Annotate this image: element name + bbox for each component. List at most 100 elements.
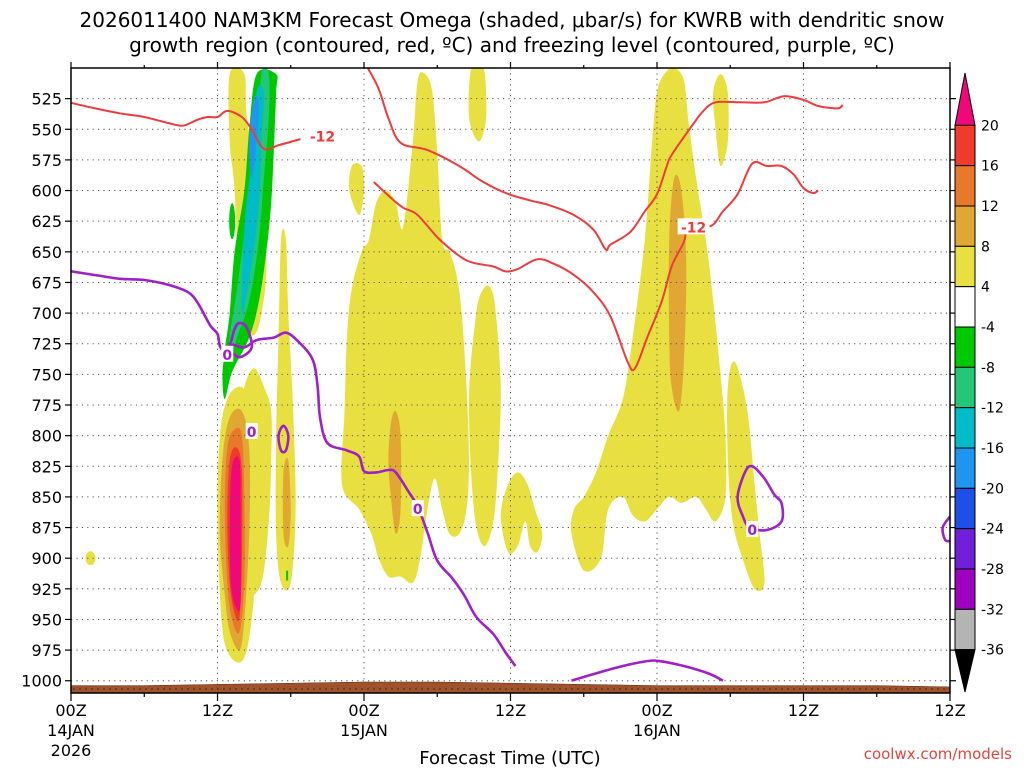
omega-area-10 — [229, 456, 242, 612]
colorbar-swatch-7 — [954, 366, 976, 409]
ground-stipple — [841, 688, 843, 690]
ground-stipple — [511, 688, 513, 690]
x-tick-label-4: 00Z — [641, 701, 672, 720]
x-tick-year-0: 2026 — [51, 741, 92, 760]
ground-stipple — [745, 688, 747, 690]
ground-stipple — [853, 688, 855, 690]
ground-stipple — [493, 688, 495, 690]
ground-stipple — [193, 688, 195, 690]
grid — [71, 68, 950, 693]
ground-stipple — [97, 688, 99, 690]
y-tick-label-525: 525 — [31, 90, 62, 109]
y-tick-label-625: 625 — [31, 212, 62, 231]
ground-stipple — [643, 688, 645, 690]
contour-freezing_edge — [941, 515, 950, 543]
colorbar-tick-7: -12 — [981, 401, 1004, 417]
ground-stipple — [145, 688, 147, 690]
contour-label-3: 0 — [247, 425, 257, 441]
ground-stipple — [253, 688, 255, 690]
colorbar-tick-10: -24 — [981, 522, 1004, 538]
ground-stipple — [211, 688, 213, 690]
plot-frame — [70, 67, 951, 694]
ground-stipple — [343, 688, 345, 690]
y-tick-label-700: 700 — [31, 304, 62, 323]
colorbar-swatch-1 — [954, 124, 976, 167]
ground-stipple — [433, 688, 435, 690]
y-tick-label-800: 800 — [31, 427, 62, 446]
y-tick-label-850: 850 — [31, 488, 62, 507]
ground-stipple — [73, 688, 75, 690]
chart-title-line1: 2026011400 NAM3KM Forecast Omega (shaded… — [80, 8, 945, 32]
ground-stipple — [217, 688, 219, 690]
colorbar-tick-6: -8 — [981, 360, 995, 376]
x-tick-date-0: 14JAN — [47, 721, 95, 740]
ground-stipple — [331, 688, 333, 690]
ground-stipple — [355, 688, 357, 690]
ground-stipple — [847, 688, 849, 690]
ground-stipple — [661, 688, 663, 690]
contour-label-4: 0 — [413, 502, 423, 518]
contour-labels: -12 -12 0 0 0 0 — [221, 127, 759, 539]
contour-label-bg-5 — [746, 521, 759, 538]
y-tick-label-750: 750 — [31, 365, 62, 384]
ground-stipple — [763, 688, 765, 690]
colorbar-tick-0: 20 — [981, 118, 999, 134]
ground-stipple — [109, 688, 111, 690]
omega-area-13 — [468, 285, 501, 547]
ground-stipple — [871, 688, 873, 690]
ground-stipple — [667, 688, 669, 690]
colorbar-swatch-11 — [954, 528, 976, 570]
ground-stipple — [517, 688, 519, 690]
ground-stipple — [421, 688, 423, 690]
y-tick-label-775: 775 — [31, 396, 62, 415]
ground-stipple — [589, 688, 591, 690]
ground-stipple — [919, 688, 921, 690]
ground-stipple — [799, 688, 801, 690]
ground-stipple — [781, 688, 783, 690]
colorbar-swatch-12 — [954, 568, 976, 610]
ground-stipple — [925, 688, 927, 690]
contour-freezing_low — [571, 659, 724, 682]
ground-stipple — [181, 688, 183, 690]
omega-area-20 — [348, 163, 365, 216]
omega-area-small-yellow — [85, 551, 96, 566]
ground-stipple — [619, 688, 621, 690]
colorbar-tick-13: -36 — [981, 643, 1004, 659]
ground-stipple — [751, 688, 753, 690]
contour-freezing_small_mid — [277, 424, 290, 454]
ground-stipple — [595, 688, 597, 690]
ground-stipple — [553, 688, 555, 690]
ground-stipple — [289, 688, 291, 690]
omega-area-tiny-green — [286, 570, 289, 581]
ground-stipple — [727, 688, 729, 690]
x-tick-label-3: 12Z — [495, 701, 526, 720]
y-tick-label-975: 975 — [31, 641, 62, 660]
ground-stipple — [559, 688, 561, 690]
ground-stipple — [577, 688, 579, 690]
ground-stipple — [829, 688, 831, 690]
ground-stipple — [325, 688, 327, 690]
ground-stipple — [361, 688, 363, 690]
ground-stipple — [241, 688, 243, 690]
ground-stipple — [739, 688, 741, 690]
contour-dgz_middle — [366, 68, 844, 252]
y-tick-label-650: 650 — [31, 243, 62, 262]
ground-stipple — [793, 688, 795, 690]
ground-stipple — [409, 688, 411, 690]
ground-stipple — [913, 688, 915, 690]
ground-stipple — [163, 688, 165, 690]
contour-label-5: 0 — [747, 523, 757, 539]
ground-stipple — [307, 688, 309, 690]
colorbar-swatch-9 — [954, 447, 976, 489]
ground-stipple — [679, 688, 681, 690]
ground-stipple — [775, 688, 777, 690]
ground-stipple — [655, 688, 657, 690]
colorbar-swatch-8 — [954, 407, 976, 449]
ground-stipple — [301, 688, 303, 690]
y-tick-label-950: 950 — [31, 610, 62, 629]
ground-stipple — [901, 688, 903, 690]
ground-stipple — [463, 688, 465, 690]
ground-stipple — [139, 688, 141, 690]
ground-stipple — [721, 688, 723, 690]
ground-stipple — [613, 688, 615, 690]
